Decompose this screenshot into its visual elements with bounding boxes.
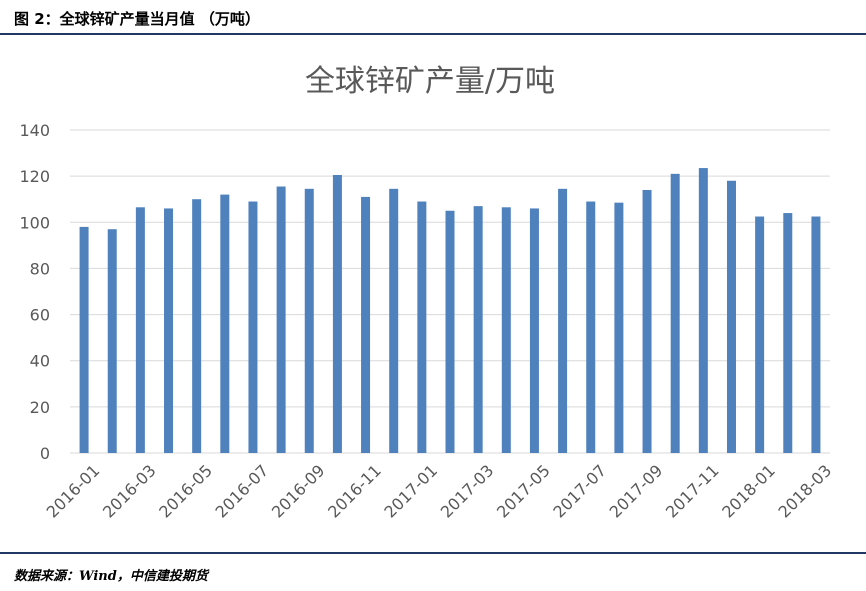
- bar-2016-07: [248, 201, 258, 453]
- bar-2016-09: [304, 188, 314, 453]
- y-axis-ticks: 0 20 40 60 80 100 120 140: [19, 121, 50, 463]
- y-tick-label: 60: [30, 306, 50, 325]
- bar-2017-04: [501, 207, 511, 453]
- bar-2016-02: [107, 229, 117, 453]
- y-tick-label: 40: [30, 352, 50, 371]
- x-tick-label: 2018-01: [718, 461, 779, 522]
- x-tick-label: 2018-03: [775, 461, 836, 522]
- bar-2017-12: [726, 180, 736, 453]
- y-tick-label: 120: [19, 167, 50, 186]
- bar-2016-01: [79, 226, 89, 453]
- bar-2016-10: [332, 174, 342, 454]
- chart-title: 全球锌矿产量/万吨: [305, 64, 555, 99]
- bar-2016-12: [389, 188, 399, 453]
- x-tick-label: 2016-11: [324, 461, 385, 522]
- x-tick-label: 2017-07: [549, 461, 610, 522]
- figure-caption: 图 2：全球锌矿产量当月值 （万吨）: [14, 10, 260, 28]
- bar-2017-01: [417, 201, 427, 453]
- bar-2018-01: [755, 216, 765, 453]
- y-tick-label: 20: [30, 398, 50, 417]
- chart-area: 全球锌矿产量/万吨 0 20 40 60 80 100 120 140 2016-01 2016…: [0, 36, 866, 548]
- bars: [79, 168, 821, 454]
- x-tick-label: 2016-09: [268, 461, 329, 522]
- bar-2017-10: [670, 173, 680, 453]
- bar-2017-05: [529, 208, 539, 453]
- y-tick-label: 0: [40, 444, 50, 463]
- y-tick-label: 80: [30, 259, 50, 278]
- y-tick-label: 100: [19, 213, 50, 232]
- x-tick-label: 2017-05: [493, 461, 554, 522]
- bar-2017-03: [473, 206, 483, 453]
- data-source-note: 数据来源：Wind，中信建投期货: [14, 569, 208, 584]
- bar-2018-03: [811, 216, 821, 453]
- bar-2016-06: [220, 194, 230, 453]
- bar-2016-05: [192, 199, 202, 453]
- bar-2018-02: [783, 213, 793, 453]
- x-tick-label: 2017-11: [662, 461, 723, 522]
- bar-2016-08: [276, 186, 286, 453]
- x-tick-label: 2017-01: [380, 461, 441, 522]
- y-tick-label: 140: [19, 121, 50, 140]
- x-tick-label: 2016-03: [99, 461, 160, 522]
- x-axis-ticks: 2016-012016-032016-052016-072016-092016-…: [43, 461, 836, 522]
- footer-divider: [0, 552, 866, 554]
- x-tick-label: 2016-07: [212, 461, 273, 522]
- x-tick-label: 2016-01: [43, 461, 104, 522]
- x-tick-label: 2016-05: [155, 461, 216, 522]
- bar-2016-11: [361, 196, 371, 453]
- x-tick-label: 2017-09: [606, 461, 667, 522]
- bar-2017-11: [698, 168, 708, 453]
- header-divider: [0, 33, 866, 35]
- bar-2017-09: [642, 189, 652, 454]
- bar-2016-03: [135, 207, 145, 453]
- bar-2017-06: [558, 188, 568, 453]
- x-tick-label: 2017-03: [437, 461, 498, 522]
- bar-2016-04: [164, 208, 174, 453]
- bar-2017-02: [445, 210, 455, 453]
- bar-2017-07: [586, 201, 596, 453]
- bar-2017-08: [614, 202, 624, 453]
